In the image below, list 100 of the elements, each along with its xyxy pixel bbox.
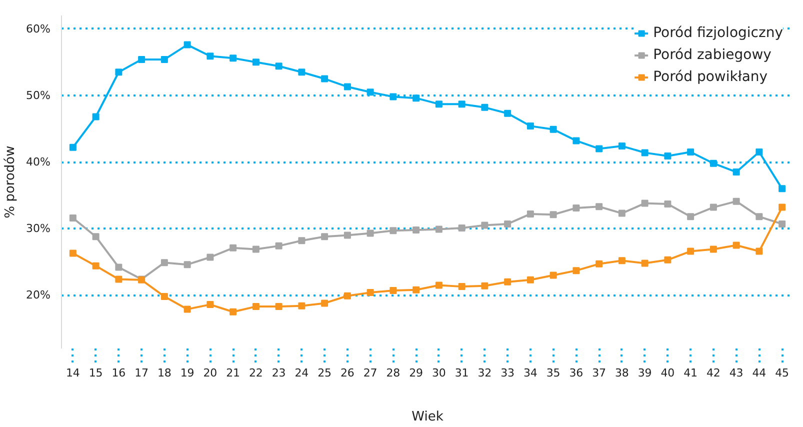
point bbox=[756, 248, 763, 255]
point bbox=[230, 308, 237, 316]
y-tick-label: 20% bbox=[26, 288, 51, 302]
point bbox=[206, 254, 214, 261]
point bbox=[504, 278, 512, 286]
y-tick-label: 60% bbox=[26, 22, 51, 36]
point bbox=[184, 306, 191, 313]
point bbox=[778, 220, 786, 228]
point bbox=[641, 200, 648, 207]
point bbox=[344, 83, 351, 90]
point bbox=[92, 113, 100, 120]
point bbox=[550, 126, 557, 133]
point bbox=[390, 93, 397, 100]
x-tick-label: 38 bbox=[614, 366, 629, 380]
x-tick-label: 17 bbox=[134, 366, 149, 380]
point bbox=[687, 213, 694, 220]
point bbox=[230, 54, 237, 62]
x-tick-label: 43 bbox=[729, 366, 744, 380]
y-axis-title: % porodów bbox=[3, 145, 18, 218]
legend-label: Poród powikłany bbox=[653, 69, 768, 85]
x-tick-label: 15 bbox=[88, 366, 103, 380]
point bbox=[732, 242, 740, 249]
x-tick-label: 30 bbox=[432, 366, 446, 380]
point bbox=[275, 303, 282, 310]
point bbox=[435, 282, 442, 289]
x-tick-label: 39 bbox=[638, 366, 652, 380]
point bbox=[481, 222, 488, 229]
point bbox=[572, 267, 580, 274]
y-tick-label: 30% bbox=[26, 222, 51, 236]
point bbox=[69, 214, 76, 222]
x-tick-label: 41 bbox=[684, 366, 698, 380]
point bbox=[275, 242, 282, 250]
point bbox=[390, 227, 397, 234]
point bbox=[481, 104, 488, 111]
point bbox=[412, 94, 420, 102]
x-tick-label: 19 bbox=[180, 366, 194, 380]
point bbox=[366, 88, 374, 96]
point bbox=[756, 213, 763, 220]
point bbox=[664, 200, 672, 208]
x-axis-title: Wiek bbox=[412, 410, 444, 424]
point bbox=[138, 56, 146, 63]
y-tick-label: 40% bbox=[26, 156, 51, 169]
point bbox=[572, 204, 580, 212]
point bbox=[69, 144, 76, 151]
x-tick-label: 23 bbox=[272, 366, 286, 380]
point bbox=[435, 226, 442, 233]
point bbox=[458, 283, 466, 290]
point bbox=[526, 122, 534, 130]
point bbox=[641, 260, 648, 267]
point bbox=[115, 264, 122, 271]
x-tick-label: 18 bbox=[157, 366, 172, 380]
point bbox=[481, 282, 488, 290]
point bbox=[160, 293, 168, 300]
x-tick-label: 29 bbox=[409, 366, 424, 380]
point bbox=[435, 100, 442, 108]
point bbox=[458, 100, 466, 108]
point bbox=[504, 110, 512, 117]
point bbox=[321, 233, 328, 240]
point bbox=[458, 224, 466, 232]
point bbox=[252, 58, 260, 66]
x-tick-label: 34 bbox=[523, 366, 538, 380]
x-tick-label: 31 bbox=[454, 366, 469, 380]
x-tick-label: 24 bbox=[294, 366, 309, 380]
point bbox=[184, 261, 191, 268]
point bbox=[572, 137, 580, 144]
point bbox=[160, 56, 168, 63]
point bbox=[732, 198, 740, 205]
point bbox=[596, 203, 603, 210]
point bbox=[366, 289, 374, 296]
x-tick-label: 42 bbox=[706, 366, 720, 380]
point bbox=[344, 292, 351, 300]
point bbox=[618, 257, 626, 264]
point bbox=[344, 232, 351, 239]
legend-label: Poród fizjologiczny bbox=[653, 25, 783, 41]
point bbox=[618, 210, 626, 217]
x-tick-label: 16 bbox=[112, 366, 126, 380]
point bbox=[526, 276, 534, 284]
point bbox=[206, 52, 214, 60]
x-tick-label: 27 bbox=[363, 366, 378, 380]
point bbox=[275, 62, 282, 70]
point bbox=[756, 148, 763, 156]
point bbox=[504, 220, 512, 228]
point bbox=[69, 250, 76, 257]
x-tick-label: 37 bbox=[592, 366, 606, 380]
x-tick-label: 45 bbox=[775, 366, 790, 380]
y-tick-label: 50% bbox=[26, 88, 51, 102]
point bbox=[92, 262, 100, 270]
point bbox=[366, 230, 374, 237]
point bbox=[115, 276, 122, 283]
point bbox=[550, 211, 557, 218]
x-tick-label: 21 bbox=[226, 366, 240, 380]
point bbox=[252, 246, 260, 253]
point bbox=[664, 256, 672, 264]
point bbox=[298, 237, 306, 244]
point bbox=[390, 287, 397, 294]
point bbox=[710, 246, 717, 253]
point bbox=[596, 260, 603, 268]
point bbox=[641, 149, 648, 156]
point bbox=[687, 248, 694, 255]
point bbox=[687, 148, 694, 156]
